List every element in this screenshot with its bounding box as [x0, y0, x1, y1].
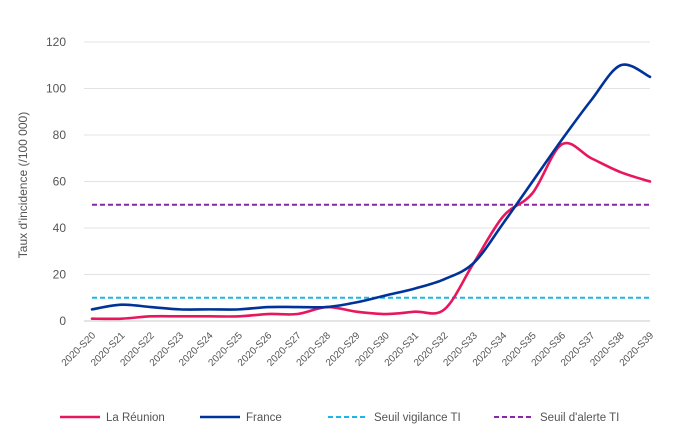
y-tick-label: 20 [53, 268, 67, 282]
y-tick-label: 40 [53, 221, 67, 235]
y-tick-label: 120 [46, 35, 66, 49]
y-axis-label: Taux d'incidence (/100 000) [16, 112, 30, 258]
series-lines [90, 63, 652, 321]
legend-label-la-reunion: La Réunion [106, 412, 165, 424]
y-tick-label: 0 [59, 314, 66, 328]
series-line-la-reunion [90, 141, 652, 321]
legend: La Réunion France Seuil vigilance TI Seuil … [60, 412, 619, 424]
y-tick-label: 100 [46, 82, 66, 96]
gridlines [84, 41, 650, 322]
legend-label-france: France [246, 412, 282, 424]
y-tick-label: 80 [53, 128, 67, 142]
y-tick-label: 60 [53, 175, 67, 189]
legend-label-seuil-d-alerte-ti: Seuil d'alerte TI [540, 412, 619, 424]
x-tick-labels: 2020-S202020-S212020-S222020-S232020-S24… [60, 330, 657, 369]
legend-label-seuil-vigilance-ti: Seuil vigilance TI [374, 412, 461, 424]
series-line-france [90, 63, 652, 311]
y-tick-labels: 0 20 40 60 80 100 120 [46, 35, 66, 328]
